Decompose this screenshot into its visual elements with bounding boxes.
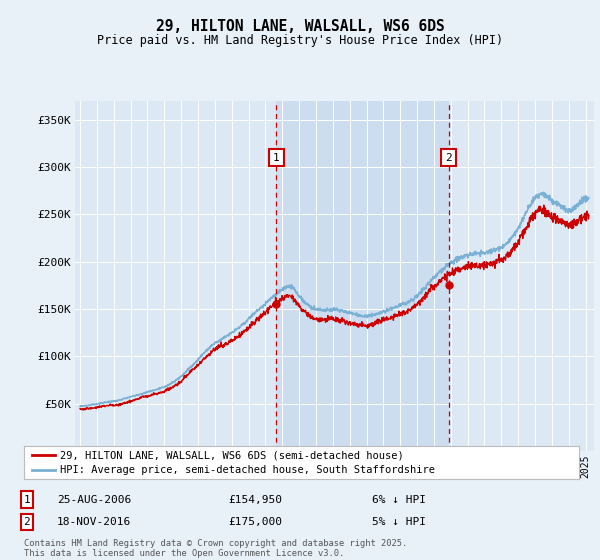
Text: 29, HILTON LANE, WALSALL, WS6 6DS: 29, HILTON LANE, WALSALL, WS6 6DS [155,20,445,34]
Text: 29, HILTON LANE, WALSALL, WS6 6DS (semi-detached house): 29, HILTON LANE, WALSALL, WS6 6DS (semi-… [60,450,404,460]
Text: Price paid vs. HM Land Registry's House Price Index (HPI): Price paid vs. HM Land Registry's House … [97,34,503,47]
Bar [277,101,449,451]
Text: 1: 1 [23,494,31,505]
Text: 18-NOV-2016: 18-NOV-2016 [57,517,131,527]
Text: 6% ↓ HPI: 6% ↓ HPI [372,494,426,505]
Text: Contains HM Land Registry data © Crown copyright and database right 2025.
This d: Contains HM Land Registry data © Crown c… [24,539,407,558]
Text: 2: 2 [445,152,452,162]
Text: 5% ↓ HPI: 5% ↓ HPI [372,517,426,527]
Text: 1: 1 [273,152,280,162]
Text: £175,000: £175,000 [228,517,282,527]
Text: 25-AUG-2006: 25-AUG-2006 [57,494,131,505]
Text: 2: 2 [23,517,31,527]
Text: £154,950: £154,950 [228,494,282,505]
Text: HPI: Average price, semi-detached house, South Staffordshire: HPI: Average price, semi-detached house,… [60,465,435,475]
